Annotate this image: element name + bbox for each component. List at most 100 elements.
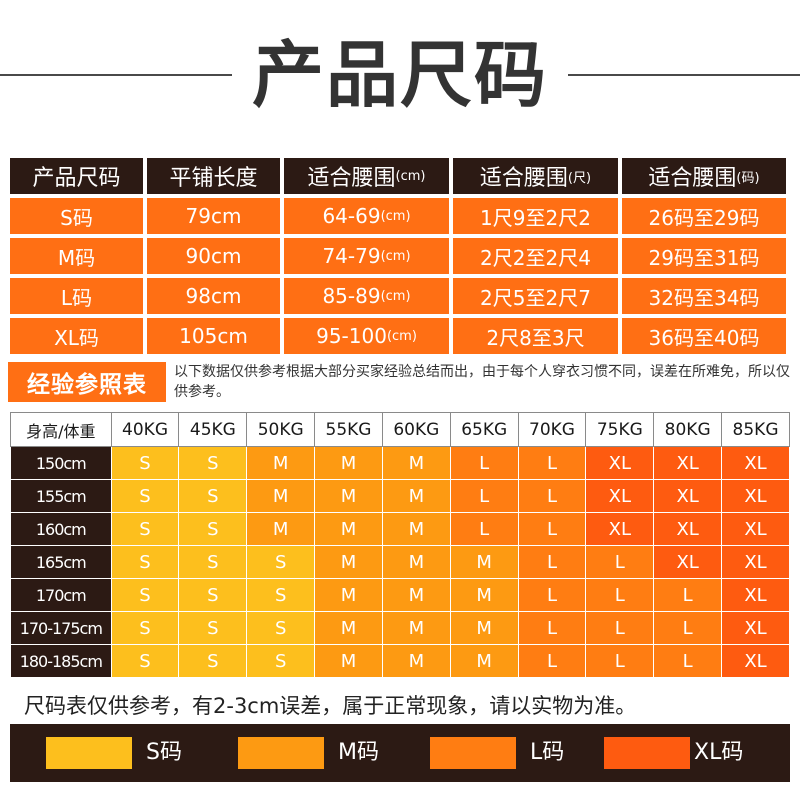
size-recommendation-cell: XL: [721, 578, 790, 612]
size-recommendation-cell: S: [246, 644, 316, 678]
reference-row: 180-185cm S S S M M M L L L XL: [10, 644, 790, 678]
size-recommendation-cell: M: [449, 545, 519, 579]
size-recommendation-cell: M: [314, 545, 383, 579]
size-recommendation-cell: S: [110, 611, 180, 645]
header-cell-waist-ma: 适合腰围 (码): [622, 158, 786, 194]
waist-cm-unit: (cm): [386, 328, 417, 344]
size-recommendation-cell: M: [381, 512, 451, 546]
size-cell: XL码: [10, 318, 143, 354]
size-recommendation-cell: S: [110, 644, 180, 678]
title-block: 产品尺码: [0, 28, 800, 123]
waist-cm-value: 95-100: [316, 324, 387, 348]
waist-cm-unit: (cm): [380, 248, 411, 264]
size-recommendation-cell: L: [517, 512, 587, 546]
size-cell: S码: [10, 198, 143, 234]
size-recommendation-cell: M: [381, 446, 451, 480]
size-recommendation-cell: S: [110, 479, 180, 513]
size-recommendation-cell: XL: [585, 479, 655, 513]
waist-cm-cell: 95-100 (cm): [284, 318, 449, 354]
size-recommendation-cell: M: [246, 446, 316, 480]
waist-cm-cell: 85-89 (cm): [284, 278, 449, 314]
header-label: 适合腰围: [648, 166, 737, 191]
length-cell: 90cm: [147, 238, 280, 274]
waist-cm-cell: 64-69 (cm): [284, 198, 449, 234]
size-recommendation-cell: S: [178, 512, 248, 546]
size-recommendation-cell: S: [110, 545, 180, 579]
header-unit: (尺): [567, 170, 592, 186]
size-recommendation-cell: S: [246, 611, 316, 645]
size-recommendation-cell: S: [178, 545, 248, 579]
height-cell: 170cm: [10, 578, 112, 612]
reference-table-body: 身高/体重 40KG 45KG 50KG 55KG 60KG 65KG 70KG 75KG 80K…: [10, 412, 790, 678]
weight-header-cell: 55KG: [314, 412, 383, 447]
size-recommendation-cell: S: [246, 545, 316, 579]
size-recommendation-cell: S: [110, 512, 180, 546]
size-recommendation-cell: XL: [721, 446, 790, 480]
size-recommendation-cell: M: [381, 545, 451, 579]
size-recommendation-cell: M: [381, 578, 451, 612]
height-cell: 180-185cm: [10, 644, 112, 678]
size-recommendation-cell: M: [381, 611, 451, 645]
reference-badge: 经验参照表: [8, 362, 166, 402]
size-recommendation-cell: XL: [585, 512, 655, 546]
size-recommendation-cell: M: [381, 644, 451, 678]
header-label: 产品尺码: [32, 166, 121, 191]
size-recommendation-cell: L: [517, 611, 587, 645]
size-recommendation-cell: L: [653, 611, 723, 645]
size-recommendation-cell: M: [314, 611, 383, 645]
height-cell: 160cm: [10, 512, 112, 546]
page-title: 产品尺码: [251, 33, 548, 117]
waist-cm-unit: (cm): [380, 208, 411, 224]
weight-header-cell: 70KG: [517, 412, 587, 447]
header-cell-length: 平铺长度: [147, 158, 280, 194]
size-recommendation-cell: L: [585, 644, 655, 678]
size-row-xl: XL码 105cm 95-100 (cm) 2尺8至3尺 36码至40码: [10, 318, 790, 354]
size-recommendation-cell: M: [381, 479, 451, 513]
waist-cm-cell: 74-79 (cm): [284, 238, 449, 274]
size-recommendation-cell: L: [585, 578, 655, 612]
waist-chi-cell: 2尺5至2尺7: [453, 278, 618, 314]
disclaimer-text: 尺码表仅供参考，有2-3cm误差，属于正常现象，请以实物为准。: [24, 694, 637, 718]
size-row-m: M码 90cm 74-79 (cm) 2尺2至2尺4 29码至31码: [10, 238, 790, 274]
size-table: 产品尺码 平铺长度 适合腰围 (cm) 适合腰围 (尺) 适合腰围 (码) S码 79…: [10, 158, 790, 358]
reference-row: 155cm S S M M M L L XL XL XL: [10, 479, 790, 513]
size-recommendation-cell: M: [314, 512, 383, 546]
size-recommendation-cell: L: [517, 446, 587, 480]
size-recommendation-cell: L: [449, 479, 519, 513]
waist-cm-value: 64-69: [322, 204, 381, 228]
weight-header-cell: 75KG: [585, 412, 655, 447]
reference-row: 150cm S S M M M L L XL XL XL: [10, 446, 790, 480]
reference-row: 170-175cm S S S M M M L L L XL: [10, 611, 790, 645]
reference-note: 以下数据仅供参考根据大部分买家经验总结而出，由于每个人穿衣习惯不同，误差在所难免…: [174, 364, 790, 400]
size-recommendation-cell: L: [653, 578, 723, 612]
waist-cm-value: 85-89: [322, 284, 381, 308]
legend-swatch-m: [238, 737, 324, 769]
reference-row: 160cm S S M M M L L XL XL XL: [10, 512, 790, 546]
size-recommendation-cell: S: [110, 578, 180, 612]
height-cell: 165cm: [10, 545, 112, 579]
reference-corner-label: 身高/体重: [10, 412, 112, 447]
legend-bar: S码 M码 L码 XL码: [10, 724, 790, 782]
size-recommendation-cell: S: [110, 446, 180, 480]
waist-cm-unit: (cm): [380, 288, 411, 304]
waist-ma-cell: 32码至34码: [622, 278, 786, 314]
size-recommendation-cell: S: [246, 578, 316, 612]
weight-header-cell: 50KG: [246, 412, 316, 447]
header-cell-waist-cm: 适合腰围 (cm): [284, 158, 449, 194]
size-row-s: S码 79cm 64-69 (cm) 1尺9至2尺2 26码至29码: [10, 198, 790, 234]
weight-header-cell: 45KG: [178, 412, 248, 447]
waist-ma-cell: 29码至31码: [622, 238, 786, 274]
header-unit: (cm): [395, 168, 426, 184]
size-recommendation-cell: L: [517, 479, 587, 513]
size-recommendation-cell: M: [449, 578, 519, 612]
size-recommendation-cell: XL: [721, 479, 790, 513]
size-recommendation-cell: M: [314, 446, 383, 480]
waist-chi-cell: 2尺2至2尺4: [453, 238, 618, 274]
size-recommendation-cell: XL: [721, 611, 790, 645]
size-row-l: L码 98cm 85-89 (cm) 2尺5至2尺7 32码至34码: [10, 278, 790, 314]
header-label: 平铺长度: [169, 166, 258, 191]
waist-chi-cell: 1尺9至2尺2: [453, 198, 618, 234]
header-label: 适合腰围: [307, 166, 396, 191]
header-cell-size: 产品尺码: [10, 158, 143, 194]
size-recommendation-cell: L: [585, 611, 655, 645]
